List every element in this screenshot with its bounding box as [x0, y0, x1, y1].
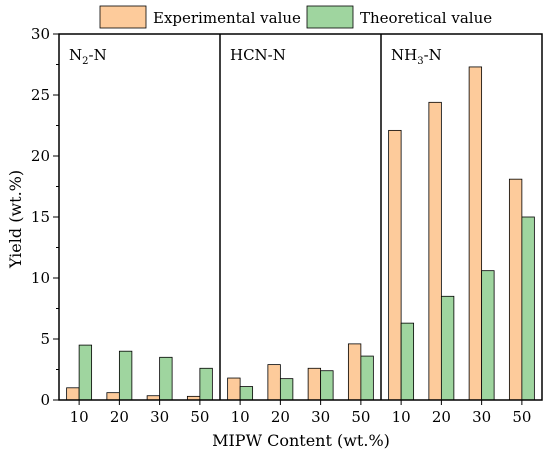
legend-label: Experimental value	[153, 9, 301, 27]
x-axis: 10 20 30 50 10 20 30 50 10 20 30 50	[70, 400, 531, 426]
bar-experimental	[468, 66, 483, 401]
bar-theoretical	[400, 322, 415, 401]
legend-swatch	[306, 5, 354, 29]
bar-experimental	[267, 364, 281, 401]
bar-theoretical	[481, 270, 495, 401]
bar-experimental	[388, 129, 402, 401]
x-tick-label: 10	[392, 408, 411, 426]
y-tick-label: 25	[31, 86, 50, 104]
bar-theoretical	[521, 216, 535, 401]
panel-label: NH3-N	[391, 46, 442, 67]
bar-theoretical	[440, 295, 455, 401]
plot-area: N2-N HCN-N NH3-N	[58, 33, 543, 401]
y-axis: 0 5 10 15 20 25 30	[31, 25, 59, 409]
bar-theoretical	[159, 356, 173, 401]
bar-experimental	[508, 178, 523, 401]
bar-theoretical	[199, 367, 213, 401]
x-tick-label: 30	[472, 408, 491, 426]
x-tick-label: 10	[70, 408, 89, 426]
legend-swatch	[99, 5, 147, 29]
y-axis-label: Yield (wt.%)	[6, 170, 25, 269]
bar-experimental	[66, 387, 80, 401]
bar-experimental	[307, 367, 322, 401]
x-tick-label: 20	[432, 408, 451, 426]
bar-experimental	[106, 392, 120, 401]
bar-experimental	[347, 343, 362, 401]
bar-experimental	[428, 101, 442, 401]
bar-theoretical	[360, 355, 374, 401]
y-tick-label: 0	[40, 391, 50, 409]
legend-label: Theoretical value	[360, 9, 492, 27]
bar-theoretical	[118, 350, 133, 401]
x-tick-label: 20	[110, 408, 129, 426]
x-axis-label: MIPW Content (wt.%)	[212, 431, 390, 450]
panel-label: HCN-N	[230, 46, 286, 64]
x-tick-label: 10	[231, 408, 250, 426]
legend: Experimental value Theoretical value	[99, 5, 492, 29]
bar-theoretical	[279, 378, 294, 401]
x-tick-label: 30	[150, 408, 169, 426]
y-tick-label: 5	[40, 330, 50, 348]
bar-theoretical	[320, 370, 334, 401]
bar-theoretical	[78, 344, 93, 401]
x-tick-label: 20	[271, 408, 290, 426]
y-tick-label: 10	[31, 269, 50, 287]
y-tick-label: 30	[31, 25, 50, 43]
x-tick-label: 50	[512, 408, 531, 426]
y-tick-label: 20	[31, 147, 50, 165]
bar-experimental	[227, 377, 241, 401]
bar-theoretical	[239, 386, 254, 401]
x-tick-label: 50	[351, 408, 370, 426]
y-tick-label: 15	[31, 208, 50, 226]
x-tick-label: 30	[311, 408, 330, 426]
panel-label: N2-N	[69, 46, 107, 67]
x-tick-label: 50	[190, 408, 209, 426]
